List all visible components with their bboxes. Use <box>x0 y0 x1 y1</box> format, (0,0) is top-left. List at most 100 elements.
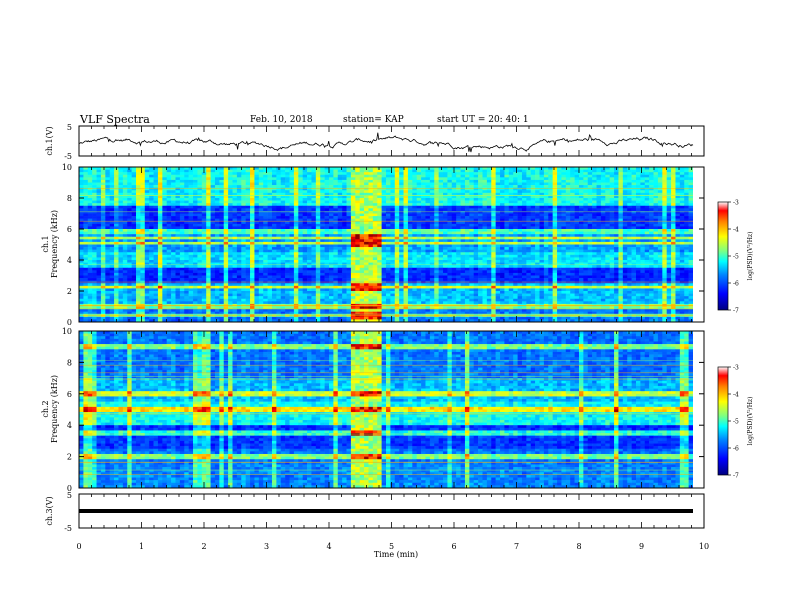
spectrogram-cell <box>122 213 128 217</box>
spectrogram-cell <box>684 187 689 191</box>
spectrogram-cell <box>320 234 325 238</box>
spectrogram-cell <box>87 249 93 253</box>
spectrogram-cell <box>258 234 264 238</box>
spectrogram-cell <box>245 210 251 214</box>
spectrogram-cell <box>407 221 413 225</box>
spectrogram-cell <box>118 174 124 178</box>
spectrogram-cell <box>688 236 694 240</box>
spectrogram-cell <box>219 252 225 256</box>
spectrogram-cell <box>517 200 523 204</box>
spectrogram-cell <box>587 182 593 186</box>
spectrogram-cell <box>109 169 115 173</box>
spectrogram-cell <box>399 249 404 253</box>
spectrogram-cell <box>166 229 172 232</box>
spectrogram-cell <box>491 192 496 196</box>
spectrogram-cell <box>535 169 540 173</box>
spectrogram-cell <box>666 223 672 227</box>
spectrogram-cell <box>302 205 308 209</box>
spectrogram-cell <box>399 185 404 188</box>
spectrogram-cell <box>438 226 444 230</box>
spectrogram-cell <box>451 231 457 235</box>
spectrogram-cell <box>328 179 334 183</box>
spectrogram-cell <box>149 187 154 191</box>
spectrogram-cell <box>307 192 312 196</box>
spectrogram-cell <box>447 216 453 219</box>
spectrogram-cell <box>552 210 558 214</box>
spectrogram-cell <box>460 218 466 222</box>
spectrogram-cell <box>372 200 378 204</box>
spectrogram-cell <box>631 213 637 217</box>
spectrogram-cell <box>600 226 606 230</box>
spectrogram-cell <box>473 187 479 191</box>
spectrogram-cell <box>166 203 172 207</box>
spectrogram-cell <box>614 239 619 243</box>
spectrogram-cell <box>640 252 646 256</box>
spectrogram-cell <box>421 174 426 178</box>
spectrogram-cell <box>131 167 137 170</box>
spectrogram-cell <box>136 195 141 199</box>
spectrogram-cell <box>653 213 659 217</box>
spectrogram-cell <box>561 252 567 256</box>
spectrogram-cell <box>605 254 610 258</box>
spectrogram-cell <box>166 210 172 214</box>
spectrogram-cell <box>289 223 295 227</box>
spectrogram-cell <box>350 187 356 191</box>
spectrogram-cell <box>118 257 124 261</box>
spectrogram-cell <box>285 174 290 178</box>
spectrogram-cell <box>350 182 356 186</box>
spectrogram-cell <box>219 213 225 217</box>
spectrogram-cell <box>92 200 97 204</box>
spectrogram-cell <box>144 182 150 186</box>
spectrogram-cell <box>684 231 689 235</box>
spectrogram-cell <box>491 231 496 235</box>
spectrogram-cell <box>342 216 347 219</box>
spectrogram-cell <box>114 223 119 227</box>
spectrogram-cell <box>495 192 501 196</box>
spectrogram-cell <box>447 192 453 196</box>
spectrogram-cell <box>109 198 115 201</box>
spectrogram-cell <box>372 257 378 261</box>
spectrogram-cell <box>149 174 154 178</box>
spectrogram-cell <box>122 236 128 240</box>
spectrogram-cell <box>666 195 672 199</box>
spectrogram-cell <box>662 226 667 230</box>
spectrogram-cell <box>302 187 308 191</box>
spectrogram-cell <box>166 198 172 201</box>
spectrogram-cell <box>491 182 496 186</box>
spectrogram-cell <box>662 190 667 194</box>
spectrogram-cell <box>250 244 255 248</box>
spectrogram-cell <box>570 179 575 183</box>
spectrogram-cell <box>315 257 321 261</box>
spectrogram-cell <box>456 198 461 201</box>
spectrogram-cell <box>223 208 229 212</box>
spectrogram-cell <box>280 185 286 188</box>
spectrogram-cell <box>377 210 382 214</box>
spectrogram-cell <box>79 167 84 170</box>
spectrogram-cell <box>640 254 646 258</box>
spectrogram-cell <box>535 187 540 191</box>
spectrogram-cell <box>315 236 321 240</box>
spectrogram-cell <box>175 169 181 173</box>
spectrogram-cell <box>460 174 466 178</box>
spectrogram-cell <box>434 223 439 227</box>
spectrogram-cell <box>219 177 225 181</box>
spectrogram-cell <box>386 223 391 227</box>
spectrogram-cell <box>337 200 343 204</box>
spectrogram-cell <box>649 182 654 186</box>
spectrogram-cell <box>355 198 360 201</box>
spectrogram-cell <box>644 234 650 238</box>
spectrogram-cell <box>600 239 606 243</box>
spectrogram-cell <box>671 192 676 196</box>
spectrogram-cell <box>425 236 431 240</box>
spectrogram-cell <box>223 200 229 204</box>
spectrogram-cell <box>399 198 404 201</box>
spectrogram-cell <box>539 249 545 253</box>
spectrogram-cell <box>412 223 417 227</box>
spectrogram-cell <box>587 244 593 248</box>
spectrogram-cell <box>504 169 510 173</box>
spectrogram-cell <box>622 252 628 256</box>
spectrogram-cell <box>201 216 207 219</box>
spectrogram-cell <box>193 231 198 235</box>
spectrogram-cell <box>377 216 382 219</box>
spectrogram-cell <box>513 210 518 214</box>
